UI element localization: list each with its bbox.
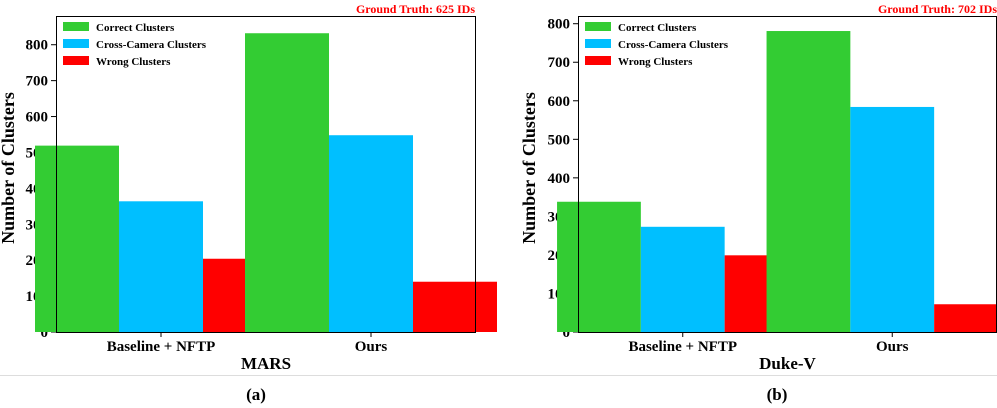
x-tick-label: Baseline + NFTP	[628, 339, 737, 355]
bar	[35, 145, 119, 332]
bar	[245, 33, 329, 333]
legend-swatch	[63, 22, 89, 31]
x-axis-label: Duke-V	[759, 354, 816, 373]
bar	[766, 31, 851, 333]
bars	[35, 33, 497, 333]
plot-frame	[56, 16, 476, 333]
legend-swatch	[585, 39, 611, 48]
x-ticks: Baseline + NFTP Ours	[628, 332, 909, 355]
y-axis-label: Number of Clusters	[519, 92, 539, 244]
bar	[557, 201, 641, 332]
x-tick-label: Ours	[355, 339, 388, 355]
y-tick-label: 500	[548, 132, 571, 148]
legend-label: Correct Clusters	[618, 22, 697, 34]
ground-truth-label: Ground Truth: 702 IDs	[878, 2, 997, 16]
y-tick-label: 600	[548, 94, 571, 110]
bar	[413, 281, 497, 332]
legend-swatch	[585, 22, 611, 31]
bars	[557, 31, 997, 333]
panel-caption: (b)	[767, 385, 788, 404]
chart-panel-mars: Ground Truth: 625 IDs 010020030040050060…	[0, 2, 497, 404]
y-tick-label: 0	[563, 325, 571, 341]
chart-panel-duke-v: Ground Truth: 702 IDs 010020030040050060…	[519, 2, 997, 404]
y-tick-label: 400	[548, 171, 571, 187]
legend-label: Cross-Camera Clusters	[618, 39, 729, 51]
y-tick-label: 700	[26, 74, 49, 90]
bar	[640, 226, 725, 332]
legend: Correct Clusters Cross-Camera Clusters Wro…	[585, 22, 729, 68]
y-tick-label: 700	[548, 55, 571, 71]
legend: Correct Clusters Cross-Camera Clusters Wro…	[63, 22, 207, 68]
legend-swatch	[585, 56, 611, 65]
legend-label: Cross-Camera Clusters	[96, 39, 207, 51]
legend-label: Wrong Clusters	[618, 56, 693, 68]
bar	[934, 304, 997, 332]
legend-label: Correct Clusters	[96, 22, 175, 34]
legend-swatch	[63, 56, 89, 65]
legend-swatch	[63, 39, 89, 48]
x-axis-label: MARS	[241, 354, 291, 373]
panel-caption: (a)	[246, 385, 266, 404]
ground-truth-label: Ground Truth: 625 IDs	[356, 2, 475, 16]
y-axis-label: Number of Clusters	[0, 92, 18, 244]
bar	[119, 201, 203, 332]
y-tick-label: 0	[41, 325, 49, 341]
y-tick-label: 800	[26, 38, 49, 54]
y-tick-label: 600	[26, 110, 49, 126]
bar	[329, 135, 413, 332]
x-ticks: Baseline + NFTP Ours	[107, 332, 388, 355]
x-tick-label: Baseline + NFTP	[107, 339, 216, 355]
y-tick-label: 800	[548, 17, 571, 33]
bar	[850, 106, 935, 332]
legend-label: Wrong Clusters	[96, 56, 171, 68]
x-tick-label: Ours	[876, 339, 909, 355]
